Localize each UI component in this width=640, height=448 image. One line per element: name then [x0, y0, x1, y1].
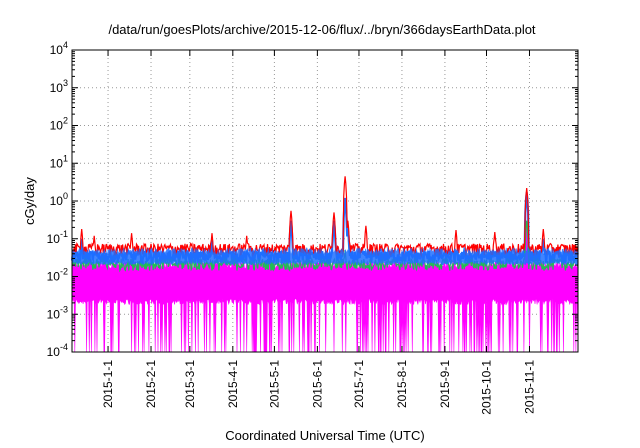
- x-tick-label: 2015-2-1: [144, 360, 158, 408]
- y-tick-label: 101: [50, 153, 68, 170]
- x-tick-label: 2015-1-1: [101, 360, 115, 408]
- y-tick-label: 104: [50, 40, 68, 57]
- x-tick-label: 2015-4-1: [226, 360, 240, 408]
- series-blue-band: [72, 247, 578, 266]
- x-tick-label: 2015-8-1: [395, 360, 409, 408]
- y-tick-label: 102: [50, 116, 68, 133]
- y-axis-label: cGy/day: [22, 177, 37, 225]
- x-tick-label: 2015-5-1: [267, 360, 281, 408]
- x-tick-label: 2015-6-1: [310, 360, 324, 408]
- y-tick-label: 10-1: [47, 229, 68, 246]
- y-tick-label: 103: [50, 78, 68, 95]
- y-axis: 10-4 10-3 10-2 10-1 100 101 102 103 104: [47, 40, 578, 359]
- x-tick-label: 2015-10-1: [480, 360, 494, 415]
- x-axis: 2015-1-1 2015-2-1 2015-3-1 2015-4-1 2015-5-1…: [101, 50, 536, 415]
- y-tick-label: 10-3: [47, 304, 68, 321]
- chart-title: /data/run/goesPlots/archive/2015-12-06/f…: [108, 22, 535, 37]
- plot-area: [70, 176, 579, 353]
- series-magenta-band: [71, 223, 579, 353]
- x-tick-label: 2015-3-1: [183, 360, 197, 408]
- y-tick-label: 100: [50, 191, 68, 208]
- series-red-line: [71, 176, 579, 258]
- x-tick-label: 2015-11-1: [522, 360, 536, 414]
- y-tick-label: 10-2: [47, 267, 68, 284]
- y-tick-label: 10-4: [47, 342, 68, 359]
- x-tick-label: 2015-7-1: [352, 360, 366, 408]
- x-axis-label: Coordinated Universal Time (UTC): [225, 428, 424, 443]
- x-tick-label: 2015-9-1: [438, 360, 452, 408]
